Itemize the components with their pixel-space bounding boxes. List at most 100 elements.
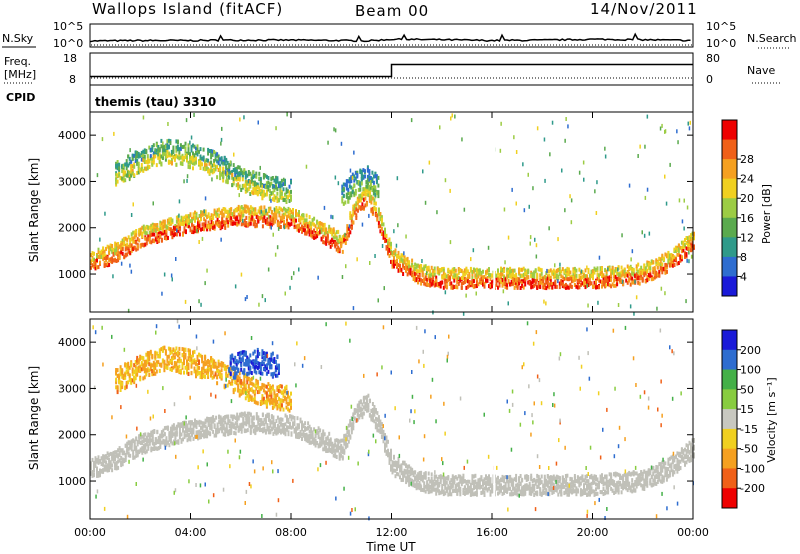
scatter-cell	[99, 237, 101, 242]
scatter-cell	[220, 172, 223, 177]
scatter-cell	[240, 205, 243, 209]
scatter-cell	[136, 439, 139, 444]
scatter-cell	[382, 222, 385, 227]
scatter-cell	[566, 269, 569, 274]
scatter-cell	[247, 179, 250, 184]
scatter-cell	[396, 263, 398, 268]
scatter-cell	[191, 420, 193, 425]
scatter-cell	[453, 273, 456, 278]
scatter-cell	[185, 230, 187, 235]
scatter-cell	[412, 274, 415, 279]
scatter-cell	[534, 269, 537, 274]
scatter-cell	[388, 247, 391, 252]
scatter-cell	[367, 393, 370, 398]
scatter-cell	[427, 276, 430, 281]
scatter-cell	[230, 221, 233, 226]
scatter-cell	[453, 269, 456, 274]
scatter-cell	[412, 265, 415, 269]
scatter-cell	[186, 433, 189, 438]
scatter-cell	[371, 206, 374, 211]
scatter-cell	[358, 198, 361, 203]
scatter-cell	[216, 165, 219, 170]
scatter-cell	[166, 235, 169, 240]
scatter-cell	[298, 226, 300, 231]
scatter-cell	[148, 441, 151, 446]
scatter-cell	[326, 239, 329, 244]
scatter-cell	[201, 227, 204, 231]
scatter-cell	[634, 273, 637, 278]
scatter-cell	[447, 277, 450, 282]
scatter-cell	[442, 475, 445, 480]
scatter-cell	[135, 231, 138, 236]
power-colorbar-tick-label: 4	[740, 270, 747, 283]
scatter-cell	[530, 285, 533, 290]
scatter-cell	[292, 208, 294, 212]
scatter-cell	[178, 435, 181, 440]
scatter-cell	[358, 402, 361, 407]
scatter-cell	[130, 167, 133, 172]
scatter-cell	[427, 471, 430, 476]
scatter-cell	[366, 168, 369, 173]
scatter-cell	[255, 416, 258, 421]
scatter-cell	[646, 262, 649, 267]
scatter-cell	[261, 427, 264, 432]
scatter-cell	[377, 298, 379, 303]
scatter-cell	[152, 154, 155, 159]
scatter-cell	[284, 422, 287, 427]
scatter-cell	[409, 477, 412, 482]
scatter-cell	[365, 192, 368, 197]
scatter-cell	[267, 187, 270, 192]
scatter-cell	[371, 170, 374, 175]
scatter-cell	[338, 237, 341, 242]
scatter-cell	[489, 273, 492, 278]
scatter-cell	[353, 183, 356, 188]
scatter-cell	[305, 213, 308, 218]
power-colorbar-tick-label: 12	[740, 231, 754, 244]
scatter-cell	[290, 196, 292, 201]
scatter-cell	[435, 480, 438, 484]
scatter-cell	[126, 441, 129, 446]
scatter-cell	[305, 218, 308, 223]
scatter-cell	[178, 147, 181, 152]
scatter-cell	[343, 438, 346, 443]
scatter-cell	[114, 244, 117, 249]
noise-sky-line	[89, 32, 691, 43]
scatter-cell	[524, 282, 527, 287]
scatter-cell	[323, 205, 326, 210]
scatter-cell	[353, 416, 356, 421]
scatter-cell	[578, 285, 581, 290]
scatter-cell	[361, 206, 364, 211]
scatter-cell	[649, 273, 652, 278]
scatter-cell	[451, 284, 454, 289]
scatter-cell	[377, 220, 380, 225]
scatter-cell	[239, 427, 242, 431]
scatter-cell	[584, 268, 587, 273]
scatter-cell	[217, 168, 220, 172]
scatter-cell	[207, 417, 210, 421]
scatter-cell	[331, 442, 334, 447]
scatter-cell	[237, 219, 240, 224]
scatter-cell	[121, 176, 124, 181]
scatter-cell	[515, 275, 518, 279]
scatter-cell	[181, 145, 184, 149]
scatter-cell	[480, 281, 483, 285]
scatter-cell	[264, 220, 267, 225]
scatter-cell	[163, 439, 166, 444]
scatter-cell	[191, 219, 193, 223]
scatter-cell	[145, 237, 148, 242]
scatter-cell	[320, 442, 323, 447]
scatter-cell	[415, 268, 418, 273]
scatter-cell	[402, 263, 405, 268]
scatter-cell	[690, 248, 692, 253]
scatter-cell	[460, 269, 463, 274]
scatter-cell	[583, 273, 585, 278]
scatter-cell	[249, 213, 252, 218]
scatter-cell	[644, 266, 647, 271]
scatter-cell	[369, 261, 371, 265]
scatter-cell	[373, 409, 376, 414]
scatter-cell	[211, 163, 214, 168]
scatter-cell	[210, 168, 213, 173]
scatter-cell	[161, 291, 163, 296]
scatter-cell	[688, 126, 691, 131]
